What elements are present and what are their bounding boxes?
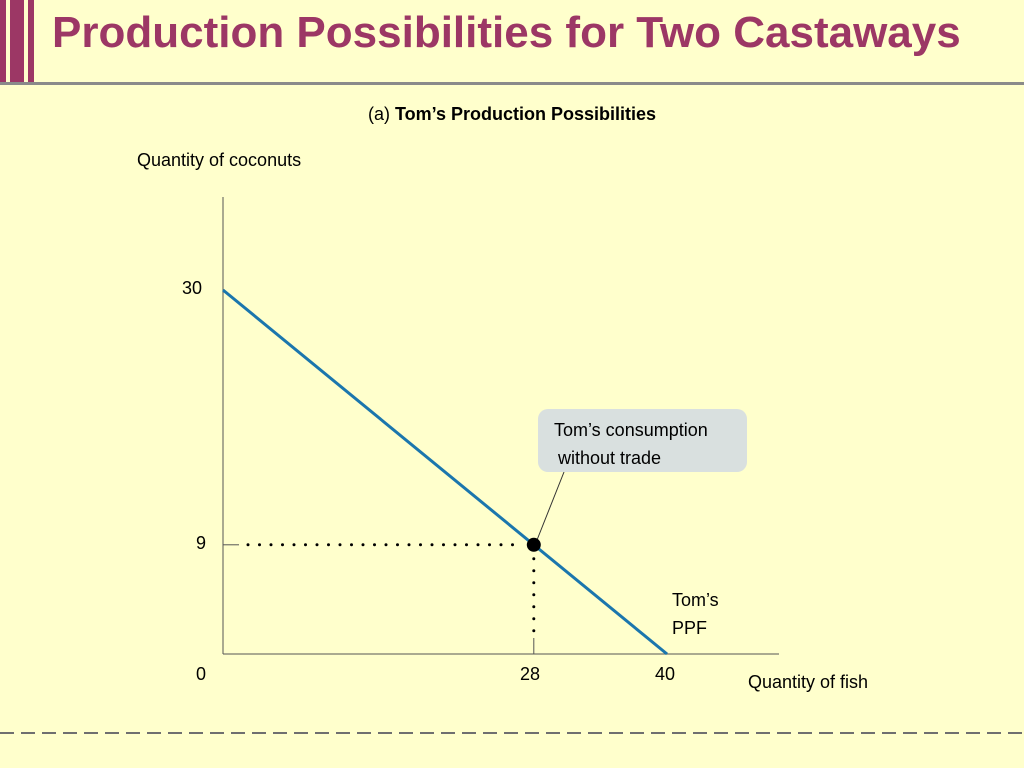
x-tick-label-28: 28 bbox=[520, 664, 541, 684]
consumption-callout: Tom’s consumption without trade bbox=[538, 409, 747, 472]
title-accent-bar bbox=[0, 0, 6, 84]
title-accent-bar bbox=[28, 0, 34, 84]
x-axis-label: Quantity of fish bbox=[748, 672, 869, 692]
ppf-line bbox=[222, 288, 668, 656]
slide-title: Production Possibilities for Two Castawa… bbox=[52, 8, 961, 57]
title-bar: Production Possibilities for Two Castawa… bbox=[0, 0, 1024, 85]
y-tick-label-9: 9 bbox=[196, 533, 207, 553]
consumption-point bbox=[526, 537, 541, 552]
title-accent-bar bbox=[10, 0, 24, 84]
ppf-label-line-2: PPF bbox=[672, 618, 708, 638]
ppf-label-line-1: Tom’s bbox=[672, 590, 719, 610]
title-divider bbox=[0, 82, 1024, 85]
x-tick-label-40: 40 bbox=[655, 664, 676, 684]
callout-line-1: Tom’s consumption bbox=[554, 420, 708, 440]
panel-prefix: (a) bbox=[367, 104, 395, 124]
panel-title-text: Tom’s Production Possibilities bbox=[394, 104, 657, 124]
panel-title: (a) Tom’s Production Possibilities bbox=[0, 104, 1024, 125]
callout-line-2: without trade bbox=[558, 448, 662, 468]
callout-pointer bbox=[536, 471, 565, 541]
ppf-label: Tom’s PPF bbox=[672, 586, 719, 642]
bottom-dashed-rule bbox=[0, 732, 1024, 734]
x-tick-label-0: 0 bbox=[196, 664, 207, 684]
y-axis-label: Quantity of coconuts bbox=[137, 150, 302, 170]
y-tick-label-30: 30 bbox=[182, 278, 203, 298]
